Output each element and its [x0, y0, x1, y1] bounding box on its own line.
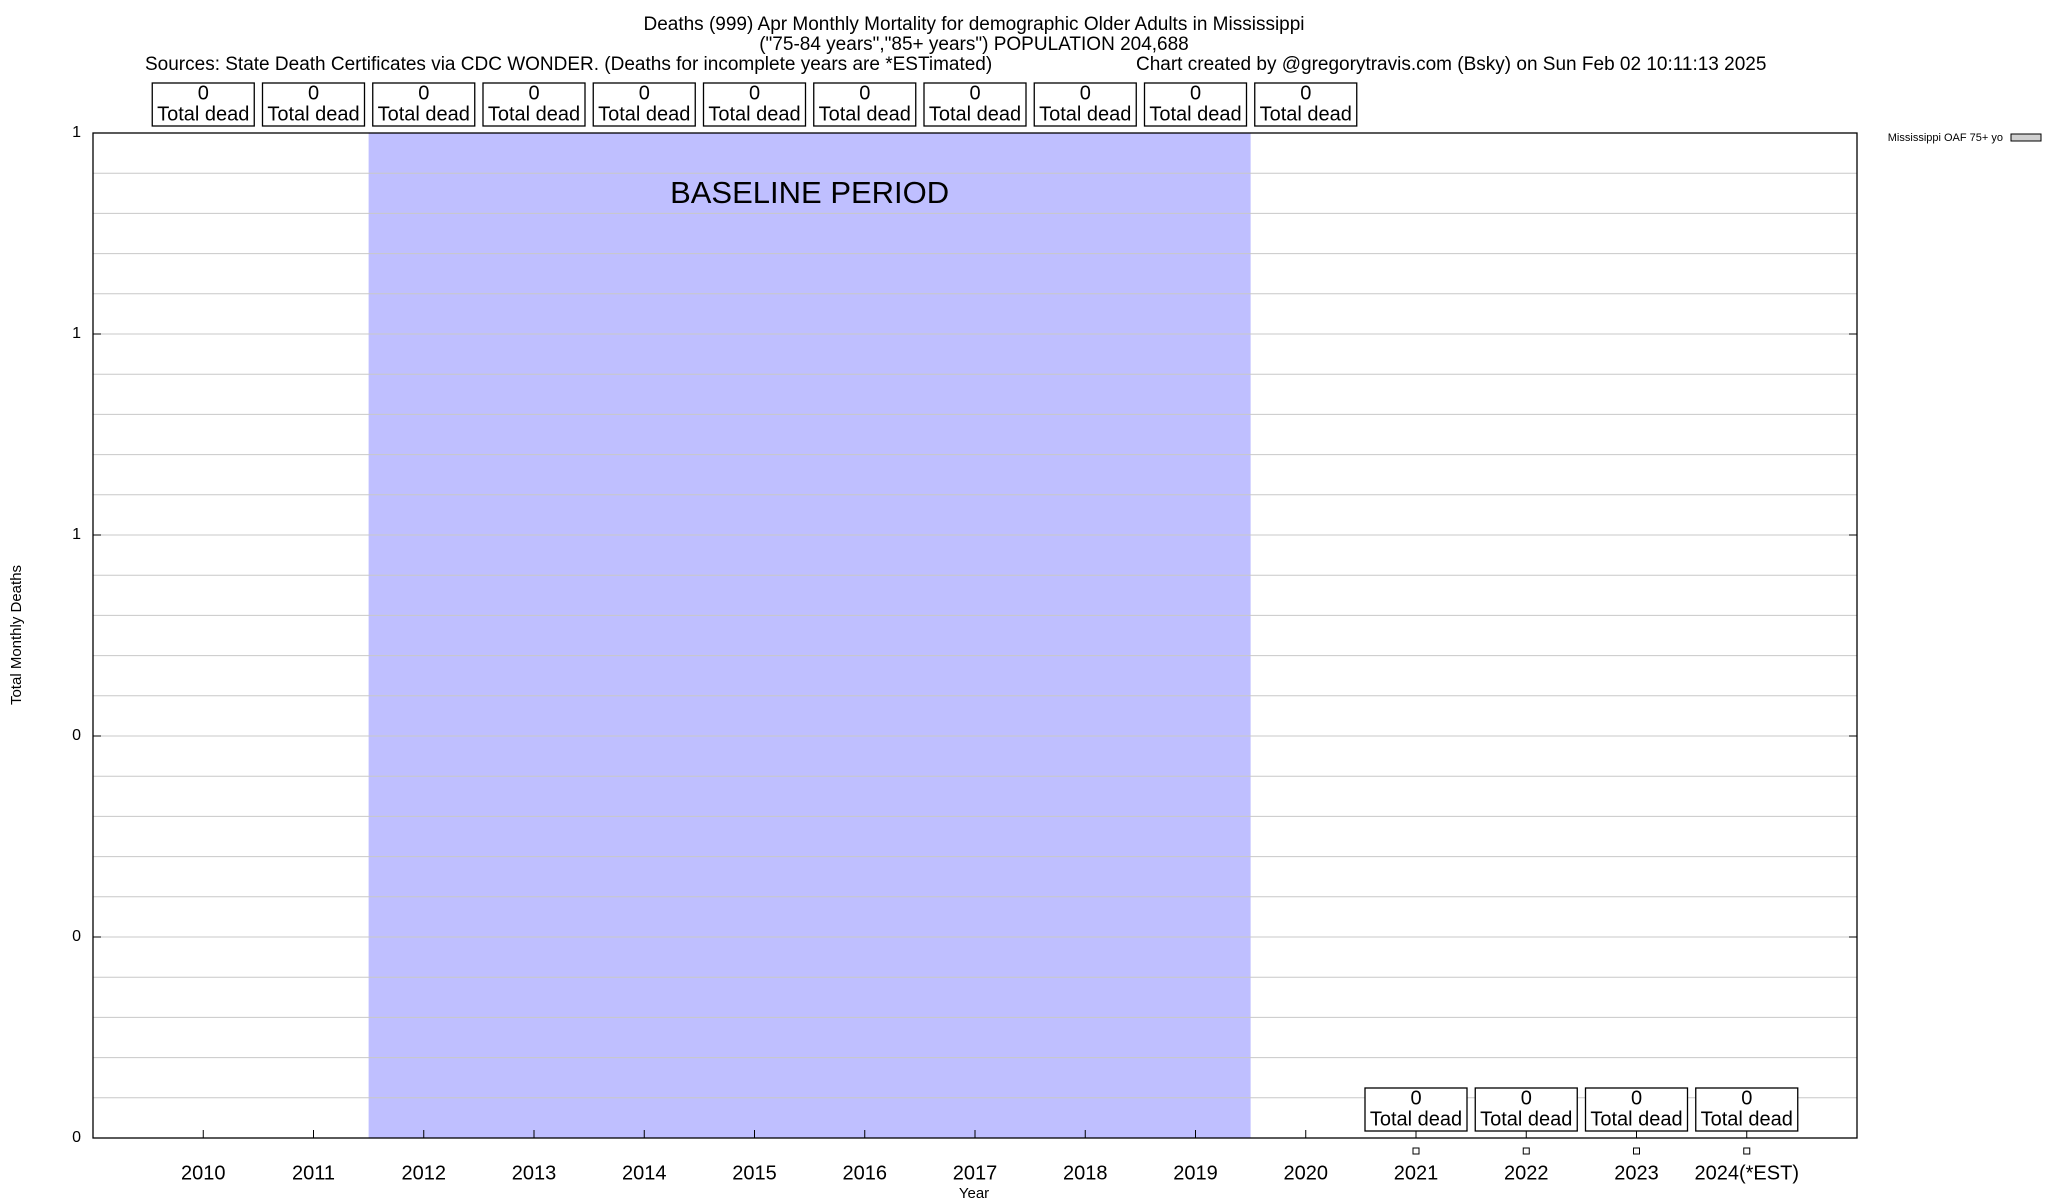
value-label-box	[592, 82, 696, 127]
data-point	[1412, 1147, 1420, 1155]
value-label-caption: Total dead	[1039, 103, 1131, 125]
chart-subtitle: ("75-84 years","85+ years") POPULATION 2…	[759, 34, 1189, 55]
value-label-caption: Total dead	[1149, 103, 1241, 125]
x-tick-label: 2017	[953, 1162, 998, 1184]
value-label-box	[1143, 82, 1248, 127]
y-tick-label: 0	[72, 928, 81, 945]
value-label-caption: Total dead	[488, 103, 580, 125]
value-label: 0	[1080, 82, 1091, 104]
value-label: 0	[198, 82, 209, 104]
value-label: 0	[749, 82, 760, 104]
value-label-box	[482, 82, 586, 127]
x-tick-label: 2023	[1614, 1162, 1659, 1184]
x-axis-label: Year	[959, 1185, 989, 1200]
y-tick-label: 1	[72, 526, 81, 543]
x-tick-label: 2019	[1173, 1162, 1218, 1184]
value-label: 0	[418, 82, 429, 104]
value-label-box	[1474, 1087, 1578, 1132]
value-label: 0	[639, 82, 650, 104]
legend-label: Mississippi OAF 75+ yo	[1888, 132, 2003, 144]
y-axis-label: Total Monthly Deaths	[8, 565, 25, 705]
value-label-box	[1033, 82, 1137, 127]
value-label: 0	[859, 82, 870, 104]
value-label-caption: Total dead	[157, 103, 249, 125]
y-tick-label: 0	[72, 727, 81, 744]
legend-swatch	[2010, 133, 2042, 142]
baseline-label: BASELINE PERIOD	[670, 175, 949, 210]
value-label-box	[1364, 1087, 1468, 1132]
value-label-caption: Total dead	[1480, 1108, 1572, 1130]
x-tick-label: 2014	[622, 1162, 667, 1184]
value-label: 0	[1741, 1087, 1752, 1109]
value-label-caption: Total dead	[1590, 1108, 1682, 1130]
value-label-caption: Total dead	[378, 103, 470, 125]
data-point	[1633, 1147, 1640, 1155]
x-tick-label: 2012	[402, 1162, 447, 1184]
value-label: 0	[1521, 1087, 1532, 1109]
value-label-box	[1695, 1087, 1799, 1132]
value-label: 0	[1190, 82, 1201, 104]
x-tick-label: 2016	[843, 1162, 888, 1184]
value-label-box	[1584, 1087, 1689, 1132]
value-label-box	[372, 82, 476, 127]
value-label-caption: Total dead	[1370, 1108, 1462, 1130]
chart-title: Deaths (999) Apr Monthly Mortality for d…	[643, 14, 1304, 35]
value-label: 0	[528, 82, 539, 104]
value-label: 0	[308, 82, 319, 104]
value-label-box	[151, 82, 255, 127]
value-label-caption: Total dead	[708, 103, 800, 125]
value-label-caption: Total dead	[819, 103, 911, 125]
x-tick-label: 2018	[1063, 1162, 1108, 1184]
value-label: 0	[1300, 82, 1311, 104]
x-tick-label: 2024(*EST)	[1695, 1162, 1800, 1184]
value-label-caption: Total dead	[929, 103, 1021, 125]
value-label: 0	[1410, 1087, 1421, 1109]
sources: Sources: State Death Certificates via CD…	[145, 54, 992, 75]
credit: Chart created by @gregorytravis.com (Bsk…	[1136, 54, 1766, 75]
value-label: 0	[1631, 1087, 1642, 1109]
baseline-region	[368, 133, 1251, 1138]
data-point	[1522, 1147, 1530, 1155]
x-tick-label: 2021	[1394, 1162, 1439, 1184]
value-label: 0	[969, 82, 980, 104]
value-label-caption: Total dead	[598, 103, 690, 125]
y-tick-label: 1	[72, 325, 81, 342]
data-point	[1743, 1147, 1751, 1155]
y-tick-label: 1	[72, 124, 81, 141]
value-label-box	[702, 82, 807, 127]
value-label-box	[813, 82, 917, 127]
x-tick-label: 2022	[1504, 1162, 1549, 1184]
value-label-box	[923, 82, 1027, 127]
x-tick-label: 2015	[732, 1162, 777, 1184]
value-label-caption: Total dead	[1701, 1108, 1793, 1130]
value-label-caption: Total dead	[1260, 103, 1352, 125]
x-tick-label: 2011	[292, 1162, 335, 1184]
x-tick-label: 2013	[512, 1162, 557, 1184]
value-label-box	[261, 82, 366, 127]
value-label-caption: Total dead	[267, 103, 359, 125]
value-label-box	[1254, 82, 1358, 127]
y-tick-label: 0	[72, 1129, 81, 1146]
x-tick-label: 2020	[1284, 1162, 1329, 1184]
x-tick-label: 2010	[181, 1162, 226, 1184]
